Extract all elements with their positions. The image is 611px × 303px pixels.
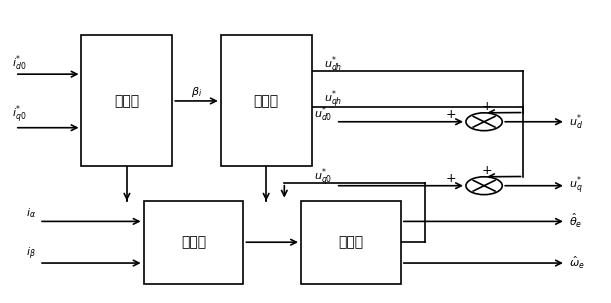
Text: $u_{qh}^{*}$: $u_{qh}^{*}$ (324, 88, 342, 111)
Text: $i_{d0}^{*}$: $i_{d0}^{*}$ (12, 53, 26, 73)
Text: $\beta_i$: $\beta_i$ (191, 85, 202, 99)
Text: $i_{q0}^{*}$: $i_{q0}^{*}$ (12, 104, 26, 126)
Text: +: + (445, 172, 456, 185)
Circle shape (466, 113, 502, 131)
Text: 步骤四: 步骤四 (338, 235, 364, 249)
Text: +: + (482, 100, 492, 113)
Text: 步骤二: 步骤二 (254, 94, 279, 108)
Text: $u_q^{*}$: $u_q^{*}$ (569, 175, 582, 197)
Text: $u_{dh}^{*}$: $u_{dh}^{*}$ (324, 54, 342, 74)
Bar (301, 201, 401, 284)
Bar (81, 35, 172, 166)
Text: 步骤三: 步骤三 (181, 235, 206, 249)
Text: $\hat{\omega}_e$: $\hat{\omega}_e$ (569, 255, 585, 271)
Text: $i_{\alpha}$: $i_{\alpha}$ (26, 206, 36, 220)
Text: +: + (482, 164, 492, 177)
Text: $u_{q0}^{*}$: $u_{q0}^{*}$ (315, 167, 333, 189)
Text: $\hat{\theta}_e$: $\hat{\theta}_e$ (569, 212, 582, 231)
Circle shape (466, 177, 502, 195)
Text: $u_{d0}^{*}$: $u_{d0}^{*}$ (315, 105, 333, 124)
Text: 步骤一: 步骤一 (114, 94, 139, 108)
Bar (144, 201, 243, 284)
Text: $u_d^{*}$: $u_d^{*}$ (569, 112, 583, 132)
Text: +: + (445, 108, 456, 121)
Bar (221, 35, 312, 166)
Text: $i_{\beta}$: $i_{\beta}$ (26, 245, 36, 261)
